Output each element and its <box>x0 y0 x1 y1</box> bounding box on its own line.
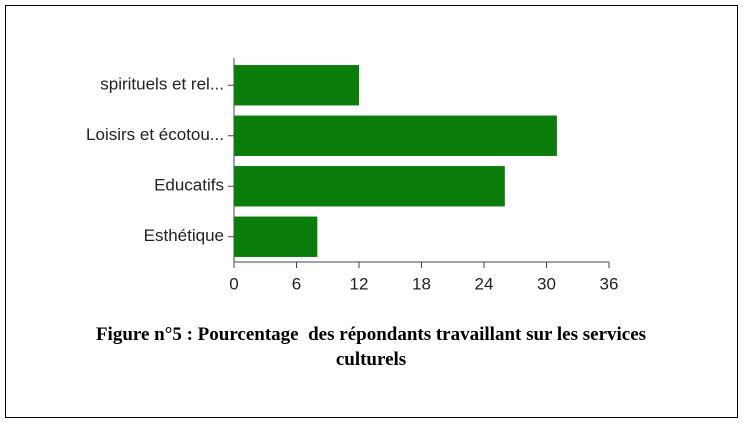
x-tick-label: 6 <box>292 274 301 293</box>
x-tick-label: 18 <box>412 274 431 293</box>
bar <box>234 166 505 207</box>
x-tick-label: 0 <box>229 274 238 293</box>
x-tick-label: 24 <box>475 274 494 293</box>
frame <box>5 5 738 418</box>
y-tick-label: Esthétique <box>144 226 224 245</box>
y-tick-label: spirituels et rel... <box>100 75 224 94</box>
bar <box>234 65 359 106</box>
bar <box>234 216 318 257</box>
x-tick-label: 30 <box>537 274 556 293</box>
y-tick-label: Educatifs <box>154 176 224 195</box>
figure-caption: Figure n°5 : Pourcentage des répondants … <box>95 324 651 370</box>
x-tick-label: 36 <box>600 274 619 293</box>
y-tick-label: Loisirs et écotou... <box>86 125 224 144</box>
bar <box>234 115 557 156</box>
x-tick-label: 12 <box>350 274 369 293</box>
